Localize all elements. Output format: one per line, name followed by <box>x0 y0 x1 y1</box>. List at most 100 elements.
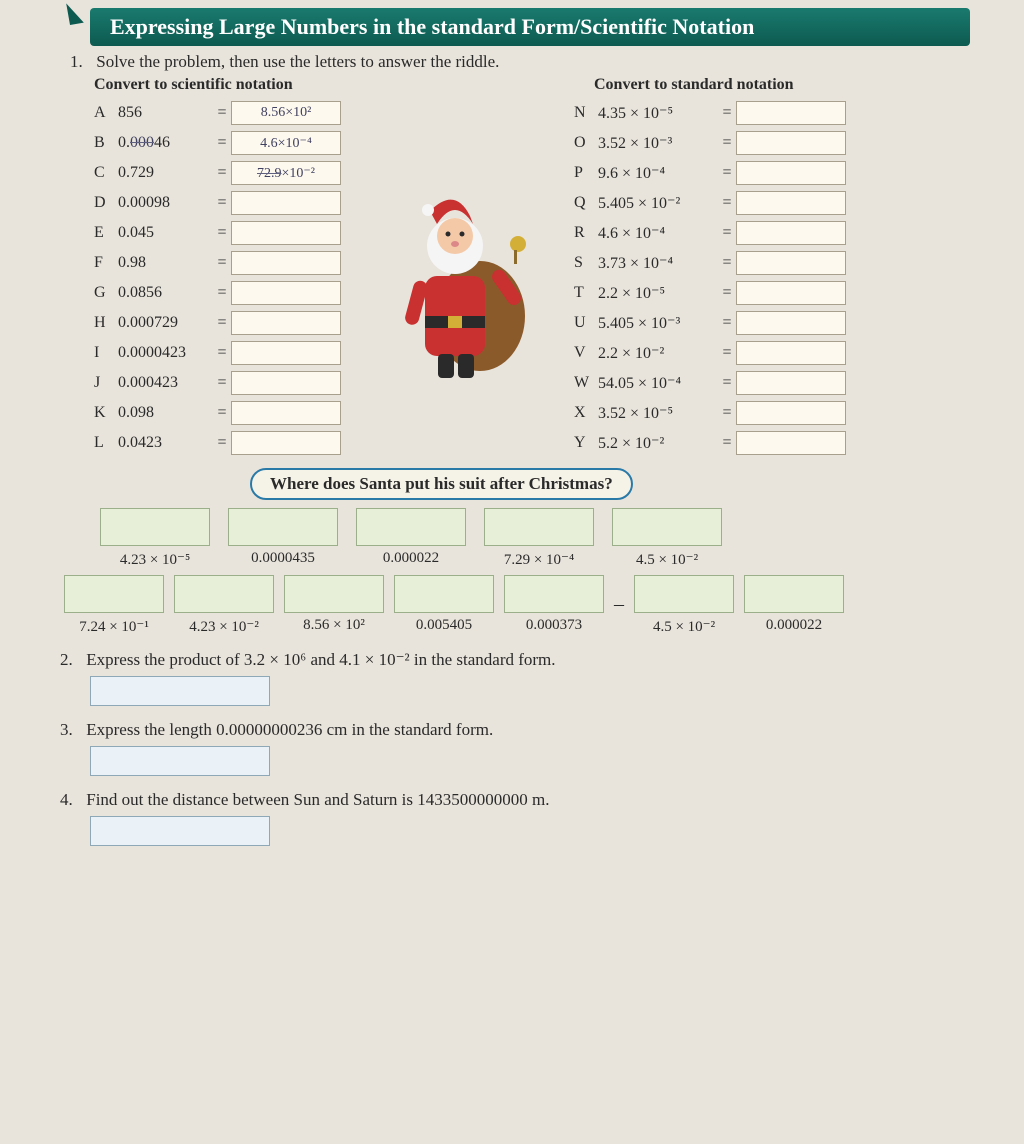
row-letter: Y <box>574 434 598 452</box>
std-answer-box[interactable] <box>736 101 846 125</box>
riddle-letter-box[interactable] <box>504 575 604 613</box>
row-letter: U <box>574 314 598 332</box>
std-answer-box[interactable] <box>736 431 846 455</box>
sci-answer-box[interactable]: 8.56×10² <box>231 101 341 125</box>
riddle-letter-box[interactable] <box>612 508 722 546</box>
row-value: 0.0856 <box>118 284 213 302</box>
sci-answer-box[interactable] <box>231 191 341 215</box>
equals: = <box>718 284 736 302</box>
riddle-letter-box[interactable] <box>100 508 210 546</box>
sci-answer-box[interactable] <box>231 251 341 275</box>
row-value: 3.52 × 10⁻⁵ <box>598 403 718 423</box>
std-answer-box[interactable] <box>736 371 846 395</box>
riddle-answer-cell: 0.0000435 <box>228 508 338 569</box>
sci-answer-box[interactable] <box>231 401 341 425</box>
answer-row-1: 4.23 × 10⁻⁵0.00004350.0000227.29 × 10⁻⁴4… <box>100 508 994 569</box>
riddle-letter-box[interactable] <box>228 508 338 546</box>
banner-arrow-icon <box>66 1 84 25</box>
sci-answer-box[interactable] <box>231 341 341 365</box>
equals: = <box>213 164 231 182</box>
row-value: 856 <box>118 104 213 122</box>
sci-answer-box[interactable] <box>231 281 341 305</box>
std-answer-box[interactable] <box>736 131 846 155</box>
riddle-letter-box[interactable] <box>284 575 384 613</box>
row-value: 5.2 × 10⁻² <box>598 433 718 453</box>
row-letter: A <box>94 104 118 122</box>
riddle-letter-box[interactable] <box>64 575 164 613</box>
row-value: 0.045 <box>118 224 213 242</box>
row-letter: R <box>574 224 598 242</box>
equals: = <box>213 404 231 422</box>
q1-number: 1. <box>70 52 92 72</box>
row-letter: G <box>94 284 118 302</box>
sci-answer-box[interactable] <box>231 371 341 395</box>
std-answer-box[interactable] <box>736 191 846 215</box>
equals: = <box>718 104 736 122</box>
riddle-clue: 8.56 × 10² <box>303 617 365 634</box>
right-row: X3.52 × 10⁻⁵= <box>574 398 994 428</box>
row-value: 0.00046 <box>118 134 213 152</box>
row-value: 4.35 × 10⁻⁵ <box>598 103 718 123</box>
riddle-answer-cell: 4.23 × 10⁻² <box>174 575 274 636</box>
riddle-clue: 4.5 × 10⁻² <box>636 550 698 569</box>
riddle-letter-box[interactable] <box>174 575 274 613</box>
std-answer-box[interactable] <box>736 401 846 425</box>
row-value: 0.729 <box>118 164 213 182</box>
riddle-clue: 4.5 × 10⁻² <box>653 617 715 636</box>
equals: = <box>718 224 736 242</box>
row-value: 0.0423 <box>118 434 213 452</box>
riddle-clue: 7.29 × 10⁻⁴ <box>504 550 574 569</box>
sci-answer-box[interactable] <box>231 221 341 245</box>
row-letter: H <box>94 314 118 332</box>
riddle-letter-box[interactable] <box>744 575 844 613</box>
left-row: K0.098= <box>94 398 514 428</box>
std-answer-box[interactable] <box>736 221 846 245</box>
std-answer-box[interactable] <box>736 161 846 185</box>
riddle-answer-cell: 0.005405 <box>394 575 494 636</box>
riddle-clue: 0.005405 <box>416 617 472 634</box>
right-column-header: Convert to standard notation <box>594 76 994 94</box>
row-value: 0.098 <box>118 404 213 422</box>
riddle-letter-box[interactable] <box>356 508 466 546</box>
riddle-answer-cell: 7.29 × 10⁻⁴ <box>484 508 594 569</box>
riddle-clue: 0.000022 <box>383 550 439 567</box>
section-banner: Expressing Large Numbers in the standard… <box>90 8 970 46</box>
left-row: B0.00046=4.6×10⁻⁴ <box>94 128 514 158</box>
row-letter: V <box>574 344 598 362</box>
row-letter: L <box>94 434 118 452</box>
row-value: 54.05 × 10⁻⁴ <box>598 373 718 393</box>
std-answer-box[interactable] <box>736 341 846 365</box>
riddle-letter-box[interactable] <box>394 575 494 613</box>
right-row: Y5.2 × 10⁻²= <box>574 428 994 458</box>
sci-answer-box[interactable]: 4.6×10⁻⁴ <box>231 131 341 155</box>
std-answer-box[interactable] <box>736 281 846 305</box>
riddle-letter-box[interactable] <box>484 508 594 546</box>
riddle-letter-box[interactable] <box>634 575 734 613</box>
q3-answer-box[interactable] <box>90 746 270 776</box>
row-letter: W <box>574 374 598 392</box>
q3-text: Express the length 0.00000000236 cm in t… <box>86 720 493 739</box>
row-value: 0.98 <box>118 254 213 272</box>
sci-answer-box[interactable] <box>231 311 341 335</box>
sci-answer-box[interactable] <box>231 431 341 455</box>
row-letter: Q <box>574 194 598 212</box>
std-answer-box[interactable] <box>736 251 846 275</box>
conversion-columns: Convert to scientific notation A856=8.56… <box>60 76 994 458</box>
equals: = <box>213 284 231 302</box>
row-value: 0.00098 <box>118 194 213 212</box>
q4-answer-box[interactable] <box>90 816 270 846</box>
row-letter: I <box>94 344 118 362</box>
right-row: R4.6 × 10⁻⁴= <box>574 218 994 248</box>
q2-answer-box[interactable] <box>90 676 270 706</box>
riddle-clue: 0.000373 <box>526 617 582 634</box>
row-letter: S <box>574 254 598 272</box>
q4-text: Find out the distance between Sun and Sa… <box>86 790 549 809</box>
right-row: T2.2 × 10⁻⁵= <box>574 278 994 308</box>
sci-answer-box[interactable]: 72.9×10⁻² <box>231 161 341 185</box>
right-row: S3.73 × 10⁻⁴= <box>574 248 994 278</box>
row-letter: F <box>94 254 118 272</box>
equals: = <box>213 434 231 452</box>
riddle-question: Where does Santa put his suit after Chri… <box>250 468 633 500</box>
std-answer-box[interactable] <box>736 311 846 335</box>
row-letter: P <box>574 164 598 182</box>
